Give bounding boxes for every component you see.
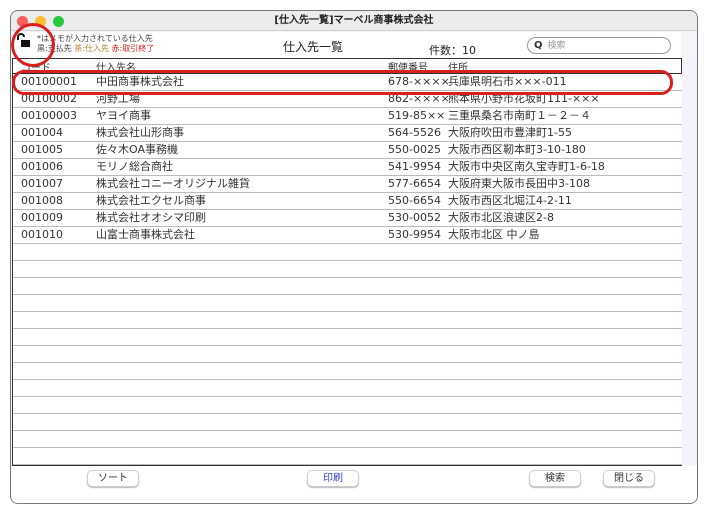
cell-name: 佐々木OA事務機 bbox=[96, 143, 178, 156]
zoom-window-button[interactable] bbox=[53, 16, 64, 27]
record-count: 件数：10 bbox=[429, 42, 476, 58]
cell-code: 001008 bbox=[21, 194, 63, 207]
cell-address: 大阪市西区北堀江4-2-11 bbox=[448, 194, 572, 207]
table-row[interactable]: 00100002 河野工場 862-×××× 熊本県小野市花坂町111-××× bbox=[13, 91, 682, 108]
search-placeholder: 検索 bbox=[547, 41, 566, 51]
cell-zip: 577-6654 bbox=[388, 177, 441, 190]
cell-code: 00100002 bbox=[21, 92, 77, 105]
memo-legend: *はメモが入力されている仕入先 bbox=[37, 34, 153, 43]
empty-row[interactable] bbox=[13, 448, 682, 465]
cell-zip: 678-×××× bbox=[388, 75, 450, 88]
cell-address: 大阪府東大阪市長田中3-108 bbox=[448, 177, 590, 190]
column-code[interactable]: コード bbox=[21, 63, 51, 74]
print-button[interactable]: 印刷 bbox=[307, 470, 359, 487]
cell-address: 大阪府吹田市豊津町1-55 bbox=[448, 126, 572, 139]
count-label: 件数： bbox=[429, 44, 462, 57]
cell-zip: 541-9954 bbox=[388, 160, 441, 173]
cell-address: 三重県桑名市南町１－２－４ bbox=[448, 109, 591, 122]
cell-name: 株式会社山形商事 bbox=[96, 126, 184, 139]
cell-code: 001006 bbox=[21, 160, 63, 173]
cell-name: ヤヨイ商事 bbox=[96, 109, 151, 122]
empty-row[interactable] bbox=[13, 414, 682, 431]
cell-code: 00100003 bbox=[21, 109, 77, 122]
close-button[interactable]: 閉じる bbox=[603, 470, 655, 487]
cell-name: 株式会社オオシマ印刷 bbox=[96, 211, 206, 224]
cell-code: 001007 bbox=[21, 177, 63, 190]
table-row[interactable]: 001007 株式会社コニーオリジナル雑貨 577-6654 大阪府東大阪市長田中3-… bbox=[13, 176, 682, 193]
table-row[interactable]: 001010 山富士商事株式会社 530-9954 大阪市北区 中ノ島 bbox=[13, 227, 682, 244]
empty-row[interactable] bbox=[13, 346, 682, 363]
table-row[interactable]: 00100003 ヤヨイ商事 519-85×× 三重県桑名市南町１－２－４ bbox=[13, 108, 682, 125]
column-name[interactable]: 仕入先名 bbox=[96, 63, 136, 74]
cell-name: 株式会社エクセル商事 bbox=[96, 194, 206, 207]
cell-address: 大阪市北区浪速区2-8 bbox=[448, 211, 554, 224]
column-zip[interactable]: 郵便番号 bbox=[388, 63, 428, 74]
scrollbar[interactable] bbox=[682, 58, 697, 466]
cell-name: 河野工場 bbox=[96, 92, 140, 105]
cell-zip: 530-0052 bbox=[388, 211, 441, 224]
cell-address: 大阪市中央区南久宝寺町1-6-18 bbox=[448, 160, 605, 173]
window-title: [仕入先一覧]マーベル商事株式会社 bbox=[274, 15, 434, 26]
search-icon: Q bbox=[534, 40, 543, 51]
cell-name: モリノ総合商社 bbox=[96, 160, 173, 173]
cell-address: 大阪市西区靭本町3-10-180 bbox=[448, 143, 586, 156]
cell-code: 001005 bbox=[21, 143, 63, 156]
table-row[interactable]: 001005 佐々木OA事務機 550-0025 大阪市西区靭本町3-10-180 bbox=[13, 142, 682, 159]
table-header: コード 仕入先名 郵便番号 住所 bbox=[13, 59, 682, 74]
close-window-button[interactable] bbox=[17, 16, 28, 27]
cell-address: 大阪市北区 中ノ島 bbox=[448, 228, 540, 241]
empty-row[interactable] bbox=[13, 397, 682, 414]
legend-red: 赤:取引終了 bbox=[111, 44, 155, 53]
cell-code: 001010 bbox=[21, 228, 63, 241]
empty-row[interactable] bbox=[13, 244, 682, 261]
table-row[interactable]: 001008 株式会社エクセル商事 550-6654 大阪市西区北堀江4-2-11 bbox=[13, 193, 682, 210]
footer: ソート 印刷 検索 閉じる bbox=[11, 466, 697, 503]
empty-row[interactable] bbox=[13, 295, 682, 312]
sort-button[interactable]: ソート bbox=[87, 470, 139, 487]
title-bar: [仕入先一覧]マーベル商事株式会社 bbox=[11, 11, 697, 31]
annotation-highlight bbox=[12, 70, 673, 95]
cell-address: 熊本県小野市花坂町111-××× bbox=[448, 92, 600, 105]
table-row[interactable]: 001006 モリノ総合商社 541-9954 大阪市中央区南久宝寺町1-6-18 bbox=[13, 159, 682, 176]
column-address[interactable]: 住所 bbox=[448, 63, 468, 74]
cell-zip: 862-×××× bbox=[388, 92, 450, 105]
table-row[interactable]: 001004 株式会社山形商事 564-5526 大阪府吹田市豊津町1-55 bbox=[13, 125, 682, 142]
empty-row[interactable] bbox=[13, 261, 682, 278]
count-value: 10 bbox=[462, 44, 476, 57]
cell-code: 00100001 bbox=[21, 75, 77, 88]
cell-zip: 550-0025 bbox=[388, 143, 441, 156]
empty-row[interactable] bbox=[13, 431, 682, 448]
cell-name: 中田商事株式会社 bbox=[96, 75, 184, 88]
page-title: 仕入先一覧 bbox=[283, 40, 344, 54]
cell-name: 山富士商事株式会社 bbox=[96, 228, 195, 241]
empty-row[interactable] bbox=[13, 329, 682, 346]
empty-row[interactable] bbox=[13, 278, 682, 295]
empty-row[interactable] bbox=[13, 380, 682, 397]
cell-zip: 550-6654 bbox=[388, 194, 441, 207]
supplier-table: コード 仕入先名 郵便番号 住所 00100001 中田商事株式会社 678-×××… bbox=[12, 58, 682, 466]
search-button[interactable]: 検索 bbox=[529, 470, 581, 487]
annotation-circle bbox=[11, 23, 55, 67]
search-input[interactable]: Q 検索 bbox=[527, 37, 671, 54]
empty-row[interactable] bbox=[13, 363, 682, 380]
cell-address: 兵庫県明石市×××-011 bbox=[448, 75, 567, 88]
cell-zip: 530-9954 bbox=[388, 228, 441, 241]
header: *はメモが入力されている仕入先 黒:支払先 茶:仕入先 赤:取引終了 仕入先一覧… bbox=[11, 32, 681, 58]
minimize-window-button[interactable] bbox=[35, 16, 46, 27]
table-row[interactable]: 00100001 中田商事株式会社 678-×××× 兵庫県明石市×××-011 bbox=[13, 74, 682, 91]
empty-row[interactable] bbox=[13, 312, 682, 329]
cell-zip: 564-5526 bbox=[388, 126, 441, 139]
cell-code: 001004 bbox=[21, 126, 63, 139]
legend-brown: 茶:仕入先 bbox=[74, 44, 109, 53]
cell-name: 株式会社コニーオリジナル雑貨 bbox=[96, 177, 250, 190]
table-row[interactable]: 001009 株式会社オオシマ印刷 530-0052 大阪市北区浪速区2-8 bbox=[13, 210, 682, 227]
cell-code: 001009 bbox=[21, 211, 63, 224]
cell-zip: 519-85×× bbox=[388, 109, 446, 122]
